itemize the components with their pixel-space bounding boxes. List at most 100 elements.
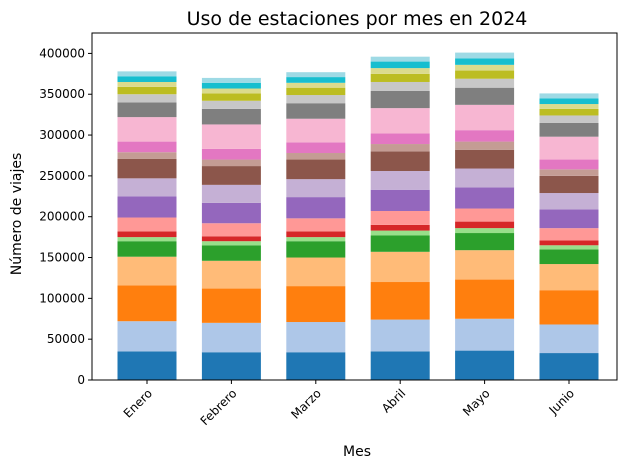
chart-title: Uso de estaciones por mes en 2024 <box>187 8 528 30</box>
x-axis: Enero Febrero Marzo Abril Mayo Junio <box>121 380 577 428</box>
bar-segment-5-20 <box>455 52 515 59</box>
bar-segment-2-4 <box>201 260 261 289</box>
bar-segment-4-7 <box>370 224 430 231</box>
bar-segment-1-2 <box>117 321 177 352</box>
bar-segment-4-3 <box>370 282 430 320</box>
bar-segment-6-1 <box>539 353 599 380</box>
bar-segment-2-11 <box>201 166 261 185</box>
bar-segment-2-19 <box>201 82 261 89</box>
bar-segment-2-5 <box>201 245 261 261</box>
bar-segment-1-13 <box>117 141 177 153</box>
bar-segment-6-10 <box>539 193 599 210</box>
bar-segment-5-9 <box>455 187 515 209</box>
bar-segment-3-7 <box>286 231 346 238</box>
x-tick-label: Enero <box>121 386 155 420</box>
bar-segment-6-2 <box>539 324 599 354</box>
bar-segment-3-18 <box>286 82 346 88</box>
bar-segment-1-10 <box>117 178 177 197</box>
bar-segment-2-10 <box>201 184 261 203</box>
bar-segment-5-13 <box>455 130 515 142</box>
bar-segment-6-11 <box>539 175 599 194</box>
bar-segment-3-10 <box>286 179 346 198</box>
bar-segment-6-12 <box>539 169 599 176</box>
bar-segment-5-4 <box>455 250 515 280</box>
bar-segment-5-10 <box>455 168 515 188</box>
y-tick-label: 0 <box>77 373 85 387</box>
bar-segment-4-17 <box>370 73 430 82</box>
bar-segment-2-9 <box>201 202 261 224</box>
bar-segment-5-17 <box>455 70 515 79</box>
bar-segment-5-16 <box>455 78 515 88</box>
bar-segment-4-19 <box>370 61 430 69</box>
bar-segment-2-13 <box>201 148 261 160</box>
bar-segment-3-4 <box>286 257 346 287</box>
plot-frame <box>91 32 618 381</box>
bar-segment-3-19 <box>286 77 346 83</box>
bar-segment-4-9 <box>370 189 430 211</box>
bar-segment-4-2 <box>370 319 430 352</box>
y-axis-label: Número de viajes <box>9 153 25 276</box>
x-tick-label: Abril <box>379 386 408 415</box>
bar-segment-2-15 <box>201 108 261 125</box>
bar-segment-6-8 <box>539 228 599 241</box>
bar-segment-2-18 <box>201 88 261 94</box>
bar-segment-5-5 <box>455 233 515 251</box>
bar-segment-2-20 <box>201 77 261 83</box>
bar-segment-2-6 <box>201 241 261 246</box>
y-tick-label: 100000 <box>39 291 85 305</box>
bar-segment-4-5 <box>370 235 430 252</box>
bar-segment-5-2 <box>455 318 515 351</box>
bar-segment-3-13 <box>286 142 346 154</box>
bar-segment-6-19 <box>539 98 599 105</box>
bar-segment-5-14 <box>455 104 515 131</box>
bar-segment-6-9 <box>539 209 599 229</box>
bar-segment-6-4 <box>539 264 599 291</box>
bar-segment-2-8 <box>201 223 261 237</box>
bar-segment-3-20 <box>286 72 346 78</box>
bar-segment-6-20 <box>539 93 599 99</box>
bar-segment-1-12 <box>117 152 177 159</box>
bars-group <box>117 52 599 380</box>
bar-segment-1-8 <box>117 217 177 232</box>
bar-segment-4-10 <box>370 170 430 190</box>
bar-segment-1-15 <box>117 102 177 118</box>
bar-segment-5-15 <box>455 87 515 105</box>
bar-segment-4-11 <box>370 151 430 171</box>
bar-segment-4-1 <box>370 351 430 380</box>
bar-segment-1-20 <box>117 71 177 77</box>
bar-segment-1-1 <box>117 351 177 380</box>
bar-segment-6-5 <box>539 249 599 265</box>
bar-segment-5-19 <box>455 58 515 65</box>
bar-segment-4-18 <box>370 68 430 74</box>
bar-segment-3-12 <box>286 153 346 160</box>
bar-segment-5-6 <box>455 228 515 234</box>
bar-segment-3-9 <box>286 197 346 219</box>
bar-segment-3-2 <box>286 322 346 353</box>
y-tick-label: 400000 <box>39 46 85 60</box>
y-tick-label: 50000 <box>47 332 85 346</box>
bar-segment-2-17 <box>201 93 261 101</box>
bar-segment-5-7 <box>455 221 515 229</box>
y-tick-label: 350000 <box>39 87 85 101</box>
bar-segment-3-14 <box>286 118 346 143</box>
bar-segment-1-19 <box>117 76 177 82</box>
bar-segment-6-7 <box>539 240 599 246</box>
bar-segment-1-14 <box>117 117 177 142</box>
bar-segment-1-16 <box>117 94 177 103</box>
bar-segment-4-4 <box>370 251 430 283</box>
x-axis-label: Mes <box>343 444 371 460</box>
y-tick-label: 200000 <box>39 210 85 224</box>
bar-segment-6-16 <box>539 115 599 123</box>
bar-segment-5-1 <box>455 350 515 380</box>
x-tick-label: Junio <box>546 386 577 417</box>
bar-segment-1-5 <box>117 241 177 257</box>
bar-segment-6-6 <box>539 245 599 250</box>
bar-segment-3-15 <box>286 103 346 119</box>
bar-segment-2-7 <box>201 236 261 242</box>
bar-segment-1-17 <box>117 86 177 95</box>
bar-segment-3-1 <box>286 352 346 380</box>
bar-segment-3-3 <box>286 286 346 323</box>
bar-segment-3-11 <box>286 159 346 180</box>
bar-segment-1-18 <box>117 81 177 87</box>
